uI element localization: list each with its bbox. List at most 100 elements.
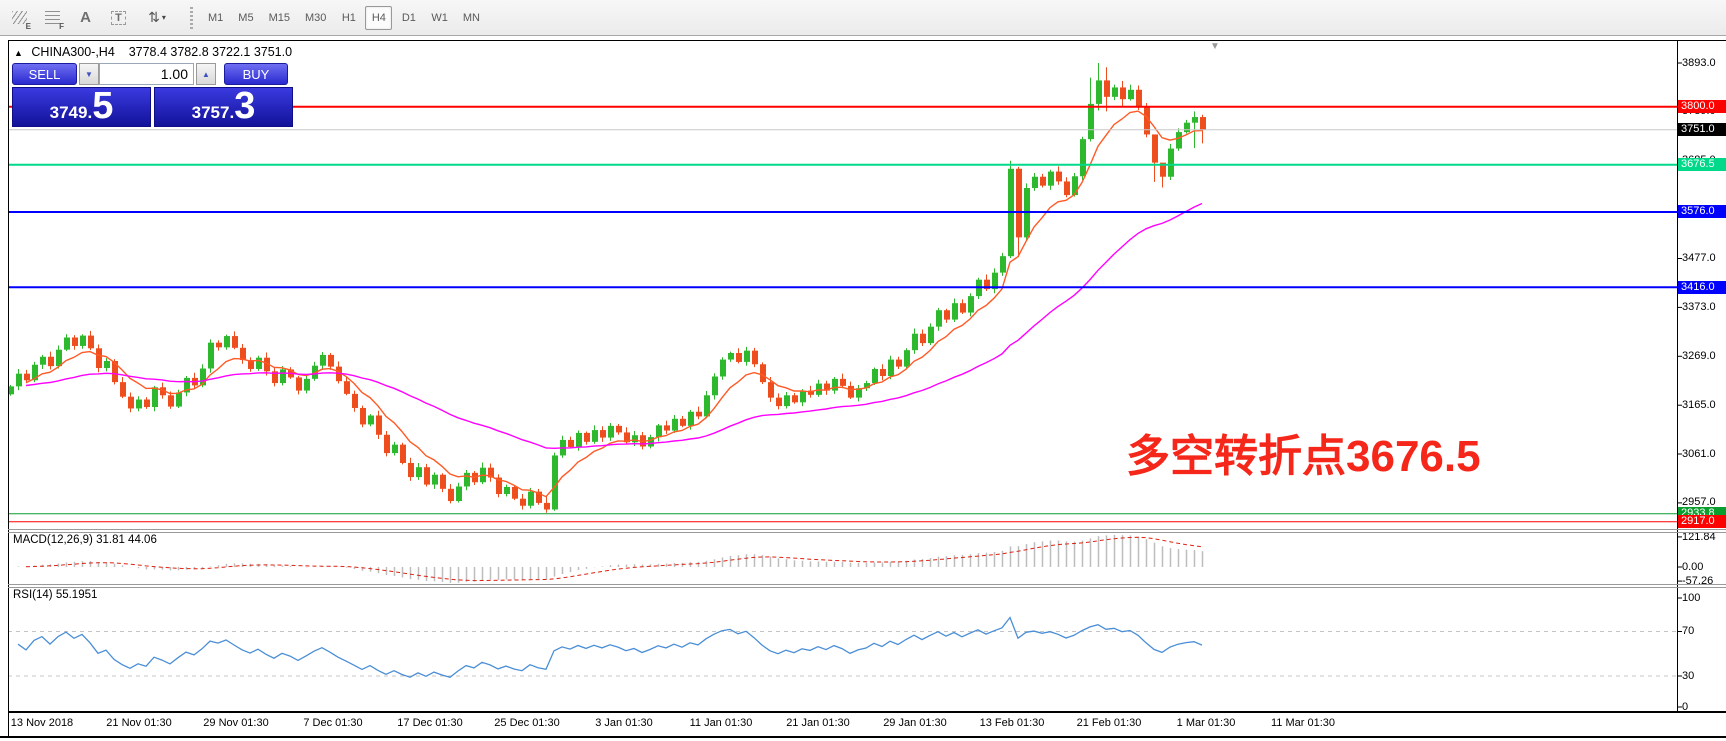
candle-body [896, 359, 902, 367]
candle-body [736, 352, 742, 362]
candle-body [616, 425, 622, 433]
candle-body [1144, 106, 1150, 135]
volume-input[interactable] [99, 63, 194, 85]
tool-subscript: F [59, 21, 64, 31]
candle-body [1152, 134, 1158, 163]
symbol-timeframe: CHINA300-,H4 [31, 45, 115, 59]
chart-title: ▲ CHINA300-,H4 3778.4 3782.8 3722.1 3751… [14, 45, 292, 59]
candle-body [784, 395, 790, 407]
candle-body [592, 430, 598, 442]
candle-body [928, 326, 934, 344]
candle-body [1168, 148, 1174, 177]
sell-price-box[interactable]: 3749 . 5 [12, 87, 151, 127]
hatch-icon [12, 11, 27, 24]
candle-body [648, 437, 654, 447]
candle-body [544, 502, 550, 510]
one-click-trading-panel: SELL ▼ ▲ BUY 3749 . 5 3757 . 3 [12, 63, 293, 127]
candle-body [1056, 171, 1062, 182]
equidistant-channel-tool-icon[interactable]: E [6, 5, 33, 31]
candle-body [256, 357, 262, 369]
arrow-objects-tool-icon[interactable]: ⇅ ▾ [138, 5, 176, 31]
candle-body [920, 333, 926, 344]
candle-body [136, 399, 142, 409]
pane-separator[interactable] [8, 529, 1726, 530]
candle-body [232, 336, 238, 348]
text-tool-icon[interactable]: T [105, 5, 132, 31]
candle-body [1128, 89, 1134, 100]
candle-body [816, 383, 822, 395]
candle-body [280, 369, 286, 384]
candle-body [520, 498, 526, 506]
pane-separator[interactable] [8, 532, 1726, 533]
text-label-tool-icon[interactable]: A [72, 5, 99, 31]
timeframe-button-m15[interactable]: M15 [268, 11, 290, 24]
chart-shift-marker[interactable]: ▼ [1210, 41, 1220, 52]
candle-body [424, 467, 430, 485]
timeframe-button-h4[interactable]: H4 [365, 5, 393, 30]
candle-body [104, 360, 110, 369]
chart-top-border [8, 40, 1726, 41]
timeframe-button-m30[interactable]: M30 [304, 11, 327, 24]
toolbar-drag-handle[interactable] [190, 6, 193, 29]
candle-body [240, 347, 246, 361]
pane-separator[interactable] [8, 587, 1726, 588]
buy-price-box[interactable]: 3757 . 3 [154, 87, 293, 127]
candle-body [528, 491, 534, 506]
candle-body [1160, 162, 1166, 177]
candle-body [80, 335, 86, 346]
timeframe-button-m5[interactable]: M5 [238, 11, 254, 24]
sell-button[interactable]: SELL [12, 63, 77, 85]
buy-button[interactable]: BUY [224, 63, 288, 85]
candle-body [1048, 171, 1054, 186]
timeframe-button-d1[interactable]: D1 [401, 11, 416, 24]
candle-body [672, 418, 678, 431]
candle-body [352, 393, 358, 408]
candle-body [656, 425, 662, 438]
timeframe-button-mn[interactable]: MN [462, 11, 480, 24]
candle-body [880, 368, 886, 377]
decimal-point: . [87, 103, 93, 122]
candle-body [448, 488, 454, 502]
fibonacci-tool-icon[interactable]: F [39, 5, 66, 31]
toolbar: E F A T ⇅ ▾ M1 M5 M15 M30 H1 H4 D1 W1 MN [0, 0, 1726, 36]
ohlc-values: 3778.4 3782.8 3722.1 3751.0 [128, 45, 293, 59]
volume-decrease-button[interactable]: ▼ [79, 63, 99, 85]
candle-body [728, 352, 734, 360]
candle-body [184, 377, 190, 393]
pane-separator[interactable] [8, 584, 1726, 585]
candle-body [40, 356, 46, 365]
candle-body [912, 333, 918, 351]
candle-body [128, 396, 134, 409]
candle-body [16, 373, 22, 387]
candle-body [768, 382, 774, 398]
candle-body [984, 279, 990, 290]
candle-body [1192, 117, 1198, 123]
buy-price-main: 3757 [191, 103, 230, 122]
sell-price-main: 3749 [49, 103, 88, 122]
candle-body [392, 444, 398, 454]
candle-body [48, 356, 54, 367]
chart-left-border [8, 40, 9, 736]
timeframe-button-h1[interactable]: H1 [341, 11, 356, 24]
candle-body [840, 378, 846, 386]
ohlc-collapse-arrow[interactable]: ▲ [14, 48, 23, 58]
buy-price-frac: 3 [234, 85, 256, 127]
candle-body [32, 364, 38, 381]
candle-body [72, 337, 78, 346]
candle-body [872, 368, 878, 384]
candle-body [608, 425, 614, 438]
candle-body [824, 383, 830, 391]
candle-body [88, 335, 94, 349]
candle-body [168, 395, 174, 407]
timeframe-button-m1[interactable]: M1 [208, 11, 224, 24]
candle-body [176, 392, 182, 407]
slow-ma-line [25, 202, 1203, 450]
candle-body [832, 378, 838, 391]
timeframe-button-w1[interactable]: W1 [431, 11, 448, 24]
volume-increase-button[interactable]: ▲ [196, 63, 216, 85]
candle-body [304, 378, 310, 391]
candle-body [760, 364, 766, 383]
candle-body [1176, 132, 1182, 149]
candle-body [1120, 87, 1126, 100]
